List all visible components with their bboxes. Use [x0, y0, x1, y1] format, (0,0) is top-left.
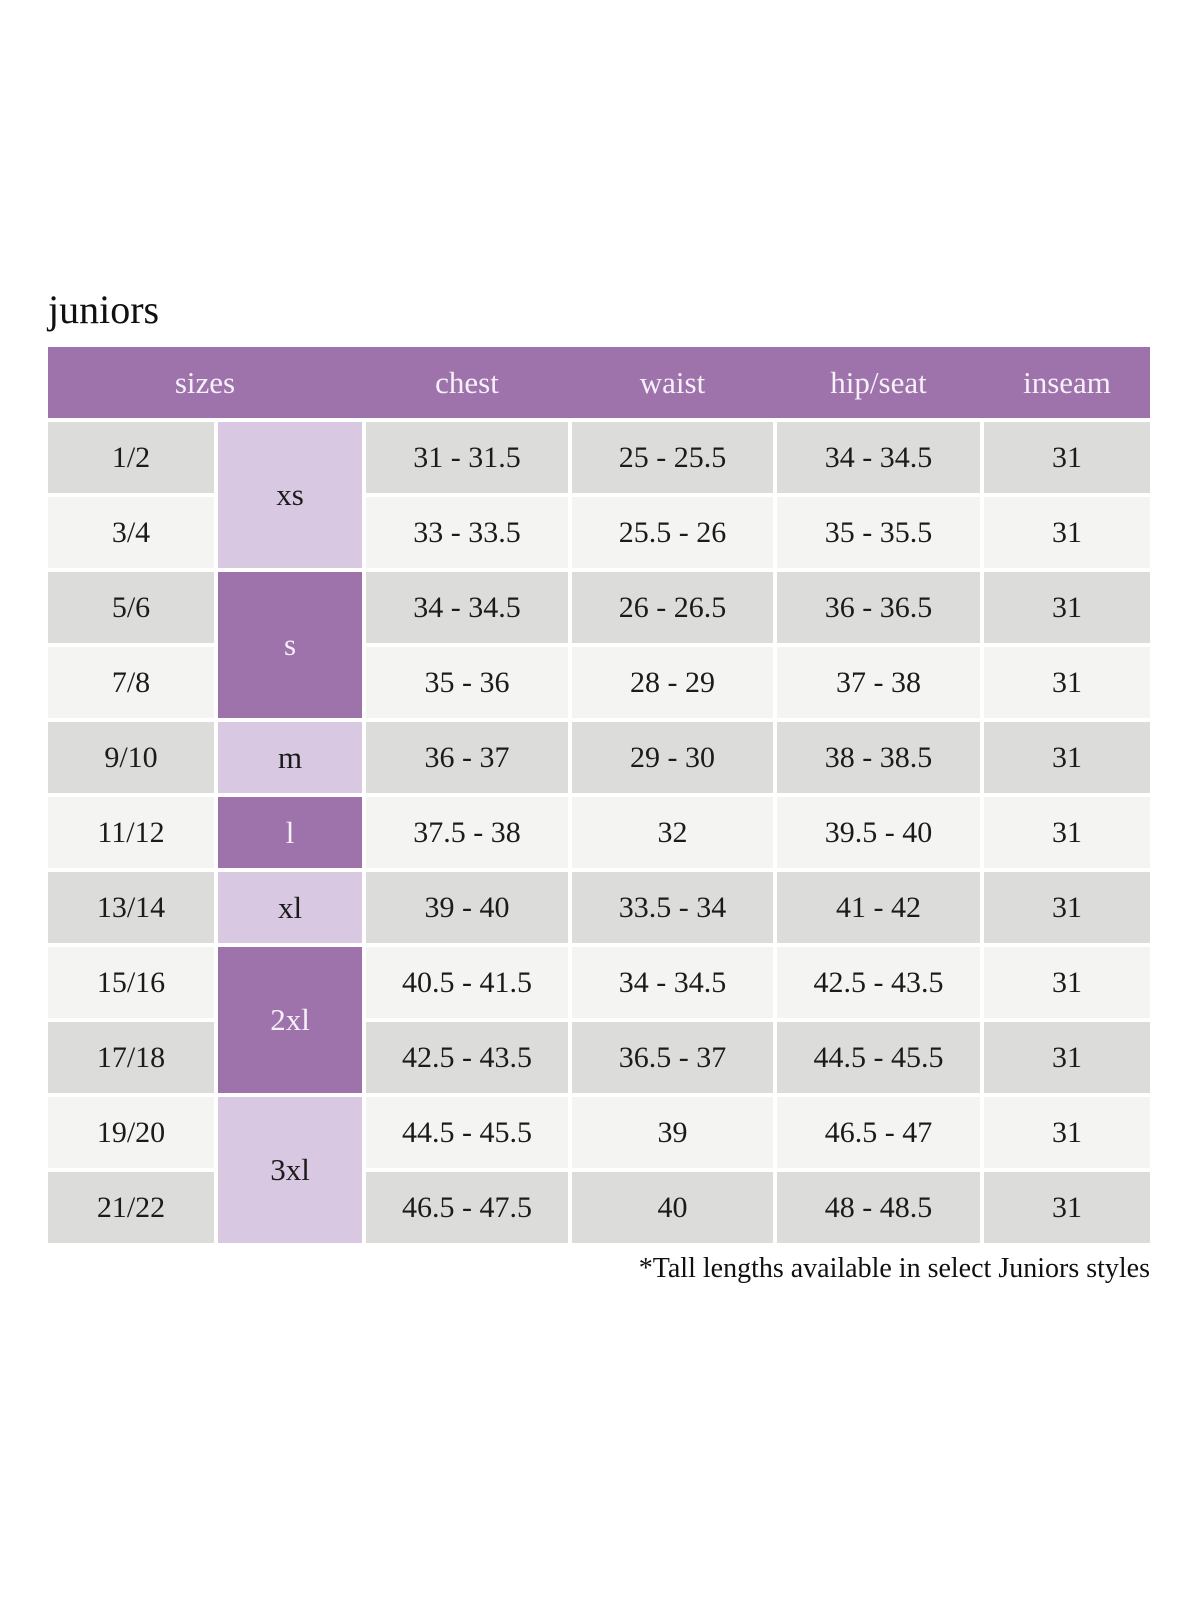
chest-cell: 44.5 - 45.5 — [366, 1097, 568, 1168]
inseam-cell: 31 — [984, 422, 1150, 493]
inseam-cell: 31 — [984, 1172, 1150, 1243]
column-header-inseam: inseam — [1023, 364, 1111, 400]
chest-cell: 35 - 36 — [366, 647, 568, 718]
size-group-cell-l: l — [218, 797, 362, 868]
tall-lengths-footnote: *Tall lengths available in select Junior… — [638, 1253, 1150, 1284]
size-cell: 5/6 — [48, 572, 214, 643]
inseam-cell: 31 — [984, 797, 1150, 868]
size-cell: 13/14 — [48, 872, 214, 943]
size-cell: 19/20 — [48, 1097, 214, 1168]
waist-cell: 25.5 - 26 — [572, 497, 773, 568]
chest-cell: 33 - 33.5 — [366, 497, 568, 568]
waist-cell: 29 - 30 — [572, 722, 773, 793]
chest-cell: 42.5 - 43.5 — [366, 1022, 568, 1093]
chest-cell: 36 - 37 — [366, 722, 568, 793]
hip-seat-cell: 35 - 35.5 — [777, 497, 980, 568]
hip-seat-cell: 48 - 48.5 — [777, 1172, 980, 1243]
size-group-cell-3xl: 3xl — [218, 1097, 362, 1243]
page-title: juniors — [48, 287, 160, 332]
column-header-hip-seat: hip/seat — [830, 364, 927, 400]
size-cell: 17/18 — [48, 1022, 214, 1093]
inseam-cell: 31 — [984, 1097, 1150, 1168]
table-header-row: sizes chest waist hip/seat inseam — [48, 347, 1150, 418]
size-group-cell-2xl: 2xl — [218, 947, 362, 1093]
waist-cell: 39 — [572, 1097, 773, 1168]
hip-seat-cell: 36 - 36.5 — [777, 572, 980, 643]
column-header-sizes: sizes — [174, 364, 236, 400]
hip-seat-cell: 44.5 - 45.5 — [777, 1022, 980, 1093]
inseam-cell: 31 — [984, 1022, 1150, 1093]
table-body: 1/2 xs 31 - 31.5 25 - 25.5 34 - 34.5 31 … — [48, 422, 1150, 1243]
waist-cell: 36.5 - 37 — [572, 1022, 773, 1093]
waist-cell: 26 - 26.5 — [572, 572, 773, 643]
size-cell: 3/4 — [48, 497, 214, 568]
hip-seat-cell: 37 - 38 — [777, 647, 980, 718]
chest-cell: 39 - 40 — [366, 872, 568, 943]
chest-cell: 37.5 - 38 — [366, 797, 568, 868]
size-group-cell-m: m — [218, 722, 362, 793]
hip-seat-cell: 46.5 - 47 — [777, 1097, 980, 1168]
chest-cell: 46.5 - 47.5 — [366, 1172, 568, 1243]
waist-cell: 32 — [572, 797, 773, 868]
chest-cell: 31 - 31.5 — [366, 422, 568, 493]
column-header-waist: waist — [639, 364, 706, 400]
size-guide-page: juniors sizes chest waist hip/seat insea… — [48, 287, 1150, 1284]
inseam-cell: 31 — [984, 722, 1150, 793]
inseam-cell: 31 — [984, 872, 1150, 943]
waist-cell: 33.5 - 34 — [572, 872, 773, 943]
inseam-cell: 31 — [984, 947, 1150, 1018]
size-cell: 21/22 — [48, 1172, 214, 1243]
size-group-cell-xs: xs — [218, 422, 362, 568]
juniors-size-table: sizes chest waist hip/seat inseam 1/2 xs… — [48, 347, 1150, 1243]
size-cell: 1/2 — [48, 422, 214, 493]
size-cell: 7/8 — [48, 647, 214, 718]
hip-seat-cell: 39.5 - 40 — [777, 797, 980, 868]
waist-cell: 34 - 34.5 — [572, 947, 773, 1018]
size-cell: 11/12 — [48, 797, 214, 868]
hip-seat-cell: 34 - 34.5 — [777, 422, 980, 493]
waist-cell: 40 — [572, 1172, 773, 1243]
waist-cell: 28 - 29 — [572, 647, 773, 718]
inseam-cell: 31 — [984, 497, 1150, 568]
size-group-cell-s: s — [218, 572, 362, 718]
chest-cell: 34 - 34.5 — [366, 572, 568, 643]
hip-seat-cell: 38 - 38.5 — [777, 722, 980, 793]
size-cell: 9/10 — [48, 722, 214, 793]
inseam-cell: 31 — [984, 572, 1150, 643]
column-header-chest: chest — [435, 364, 499, 400]
inseam-cell: 31 — [984, 647, 1150, 718]
waist-cell: 25 - 25.5 — [572, 422, 773, 493]
hip-seat-cell: 42.5 - 43.5 — [777, 947, 980, 1018]
hip-seat-cell: 41 - 42 — [777, 872, 980, 943]
size-cell: 15/16 — [48, 947, 214, 1018]
size-group-cell-xl: xl — [218, 872, 362, 943]
chest-cell: 40.5 - 41.5 — [366, 947, 568, 1018]
